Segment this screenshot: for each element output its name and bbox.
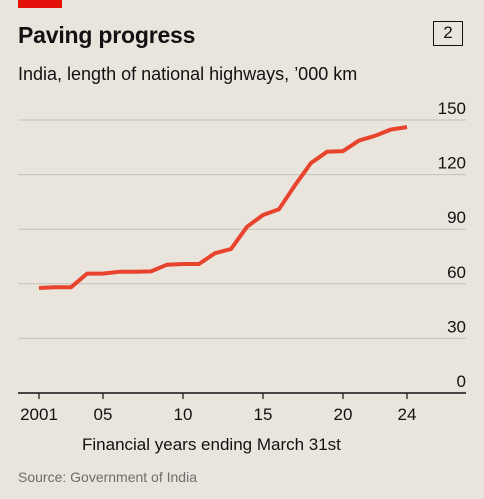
y-tick-label: 150: [438, 99, 466, 118]
source-note: Source: Government of India: [18, 469, 197, 485]
x-tick-label: 20: [334, 405, 353, 424]
y-tick-label: 90: [447, 208, 466, 227]
x-tick-label: 15: [254, 405, 273, 424]
brand-tag: [18, 0, 62, 8]
x-tick-label: 2001: [20, 405, 58, 424]
y-tick-label: 60: [447, 263, 466, 282]
chart-number-badge: 2: [433, 21, 463, 46]
x-tick-label: 10: [174, 405, 193, 424]
y-tick-label: 30: [447, 317, 466, 336]
x-tick-label: 05: [94, 405, 113, 424]
x-axis-label: Financial years ending March 31st: [82, 435, 341, 454]
x-tick-label: 24: [398, 405, 417, 424]
y-tick-label: 0: [457, 372, 466, 391]
y-tick-label: 120: [438, 154, 466, 173]
chart-subtitle: India, length of national highways, ’000…: [18, 64, 358, 84]
chart-title: Paving progress: [18, 22, 196, 48]
series-line: [38, 125, 408, 290]
